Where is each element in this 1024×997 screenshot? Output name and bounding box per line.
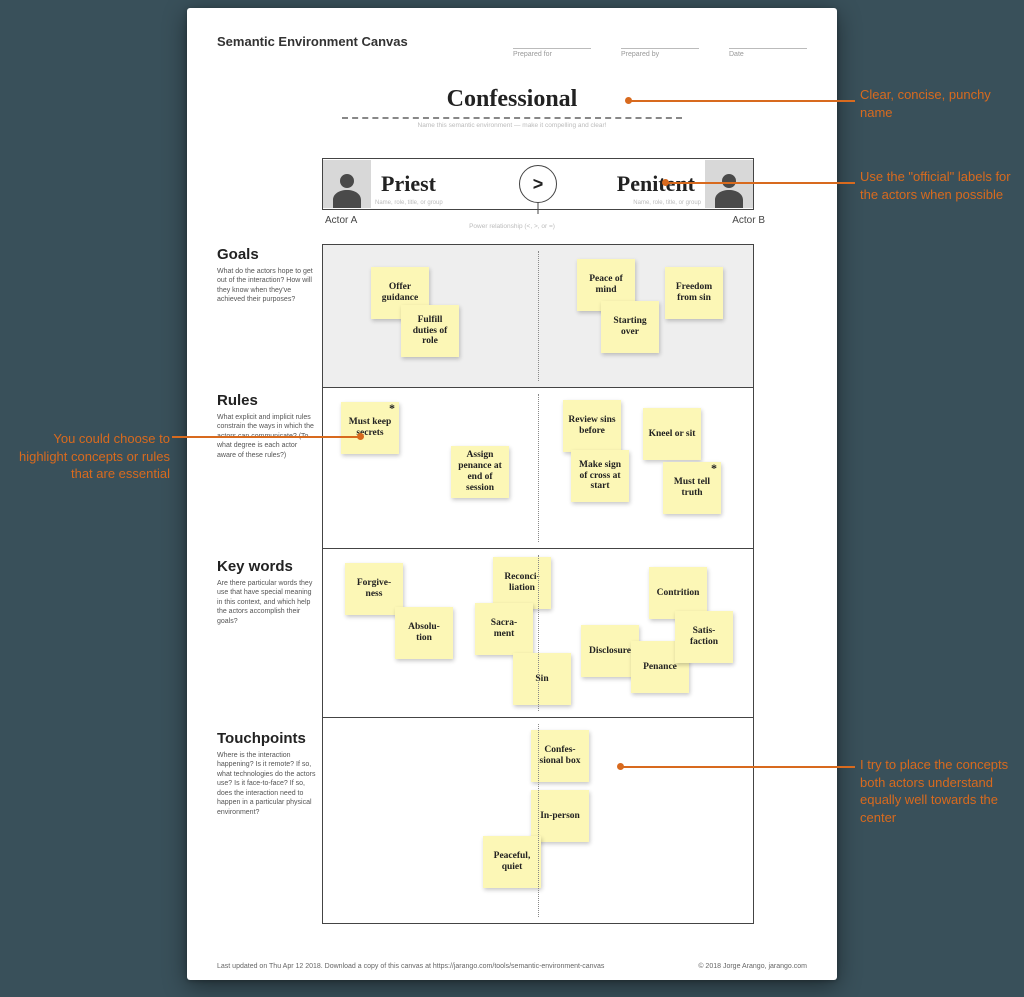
actor-b-hint: Name, role, title, or group xyxy=(633,200,701,206)
section-header-keywords: Key words Are there particular words the… xyxy=(217,558,317,626)
actor-b-caption: Actor B xyxy=(732,215,765,226)
name-hint: Name this semantic environment — make it… xyxy=(342,122,682,129)
footer-left: Last updated on Thu Apr 12 2018. Downloa… xyxy=(217,963,604,970)
row-keywords: Forgive-nessAbsolu-tionReconci-liationSa… xyxy=(323,549,753,718)
annotation-line xyxy=(628,100,855,102)
sticky-note: In-person xyxy=(531,790,589,842)
annotation-text: Use the "official" labels for the actors… xyxy=(860,168,1015,203)
sticky-note: Review sins before xyxy=(563,400,621,452)
actor-a-name: Priest xyxy=(371,171,446,197)
sticky-note: Sacra-ment xyxy=(475,603,533,655)
row-goals: Offer guidanceFulfill duties of rolePeac… xyxy=(323,245,753,388)
person-icon xyxy=(709,168,749,208)
actor-a-cell: Priest Name, role, title, or group xyxy=(323,159,538,209)
annotation-line xyxy=(172,436,360,438)
actor-a-avatar xyxy=(323,160,371,208)
header-meta: Prepared for Prepared by Date xyxy=(513,48,807,58)
section-desc: Where is the interaction happening? Is i… xyxy=(217,751,317,817)
section-header-rules: Rules What explicit and implicit rules c… xyxy=(217,392,317,460)
sticky-note: Reconci-liation xyxy=(493,557,551,609)
section-title: Key words xyxy=(217,558,317,575)
section-title: Touchpoints xyxy=(217,730,317,747)
power-hint: Power relationship (<, >, or =) xyxy=(469,223,555,230)
meta-prepared-by: Prepared by xyxy=(621,48,699,58)
sticky-note: Must keep secrets* xyxy=(341,402,399,454)
canvas-title: Semantic Environment Canvas xyxy=(217,34,807,49)
sticky-note: Assign penance at end of session xyxy=(451,446,509,498)
sticky-note: Satis-faction xyxy=(675,611,733,663)
sticky-note: Sin xyxy=(513,653,571,705)
sticky-note: Confes-sional box xyxy=(531,730,589,782)
actor-b-name: Penitent xyxy=(607,171,705,197)
person-icon xyxy=(327,168,367,208)
actor-b-cell: Penitent Name, role, title, or group xyxy=(538,159,753,209)
section-header-goals: Goals What do the actors hope to get out… xyxy=(217,246,317,305)
sticky-note: Starting over xyxy=(601,301,659,353)
meta-prepared-for: Prepared for xyxy=(513,48,591,58)
actor-a-hint: Name, role, title, or group xyxy=(375,200,443,206)
stage: Semantic Environment Canvas Prepared for… xyxy=(0,0,1024,997)
annotation-text: You could choose to highlight concepts o… xyxy=(10,430,170,483)
environment-name-area: Confessional Name this semantic environm… xyxy=(342,86,682,129)
name-underline xyxy=(342,117,682,119)
canvas-page: Semantic Environment Canvas Prepared for… xyxy=(187,8,837,980)
section-title: Goals xyxy=(217,246,317,263)
annotation-line xyxy=(665,182,855,184)
annotation-text: Clear, concise, punchy name xyxy=(860,86,1015,121)
sticky-note: Make sign of cross at start xyxy=(571,450,629,502)
annotation-line xyxy=(620,766,855,768)
actor-a-caption: Actor A xyxy=(325,215,357,226)
relationship-circle: > xyxy=(519,165,557,203)
page-inner: Semantic Environment Canvas Prepared for… xyxy=(187,8,837,980)
section-title: Rules xyxy=(217,392,317,409)
sticky-note: Fulfill duties of role xyxy=(401,305,459,357)
footer-right: © 2018 Jorge Arango, jarango.com xyxy=(698,963,807,970)
actor-b-avatar xyxy=(705,160,753,208)
meta-date: Date xyxy=(729,48,807,58)
section-desc: Are there particular words they use that… xyxy=(217,579,317,626)
sticky-note: Kneel or sit xyxy=(643,408,701,460)
actors-bar: Priest Name, role, title, or group Penit… xyxy=(322,158,754,210)
sticky-note: Must tell truth* xyxy=(663,462,721,514)
grid: Offer guidanceFulfill duties of rolePeac… xyxy=(322,244,754,924)
row-touchpoints: Confes-sional box In-personPeaceful, quie… xyxy=(323,718,753,924)
section-desc: What do the actors hope to get out of th… xyxy=(217,267,317,305)
footer: Last updated on Thu Apr 12 2018. Downloa… xyxy=(217,963,807,970)
relationship-symbol: > xyxy=(533,174,544,195)
sticky-note: Freedom from sin xyxy=(665,267,723,319)
sticky-note: Absolu-tion xyxy=(395,607,453,659)
row-rules: Must keep secrets* Assign penance at end … xyxy=(323,388,753,549)
section-header-touchpoints: Touchpoints Where is the interaction hap… xyxy=(217,730,317,817)
annotation-text: I try to place the concepts both actors … xyxy=(860,756,1015,826)
sticky-note: Peaceful, quiet xyxy=(483,836,541,888)
